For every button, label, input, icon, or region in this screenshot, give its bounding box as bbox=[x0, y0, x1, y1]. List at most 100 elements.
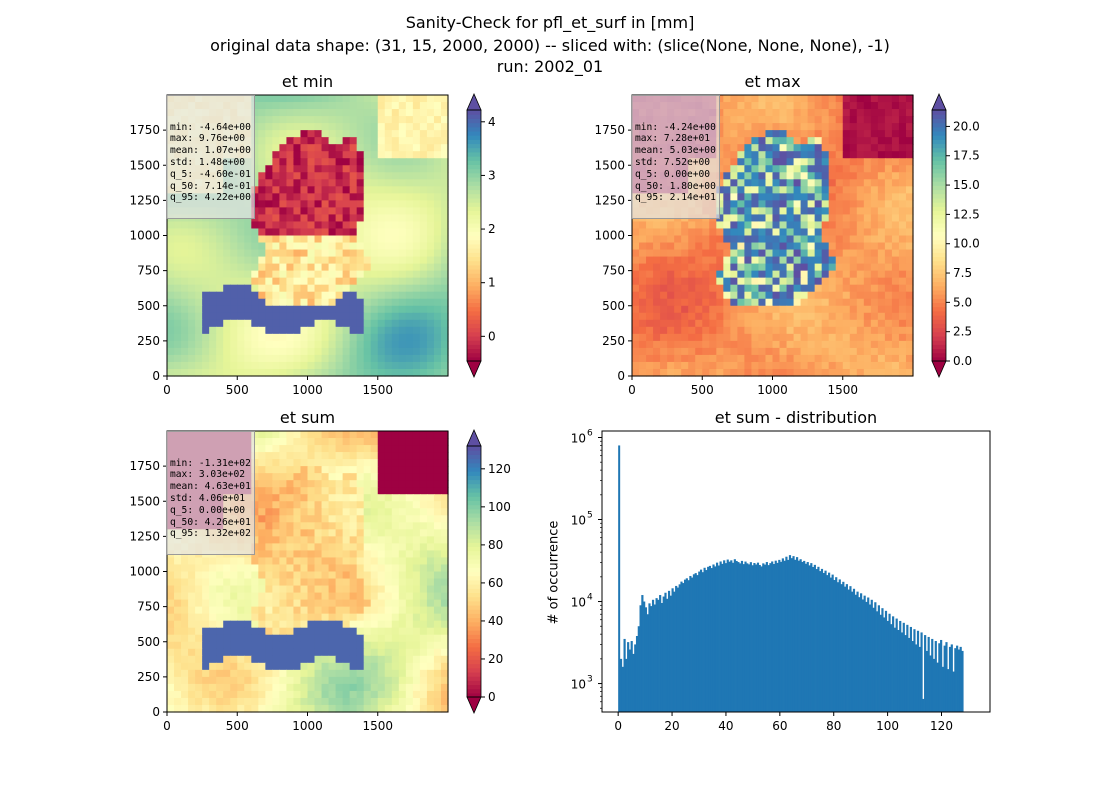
heatmap-cell bbox=[709, 368, 717, 377]
heatmap-cell bbox=[321, 606, 330, 615]
heatmap-cell bbox=[335, 123, 344, 131]
heatmap-cell bbox=[870, 179, 879, 187]
heatmap-cell bbox=[307, 284, 316, 293]
heatmap-cell bbox=[328, 578, 337, 587]
heatmap-cell bbox=[779, 207, 788, 216]
heatmap-cell bbox=[632, 270, 640, 279]
heatmap-cell bbox=[363, 459, 372, 467]
heatmap-cell bbox=[716, 312, 724, 321]
heatmap-cell bbox=[258, 172, 266, 180]
heatmap-cell bbox=[384, 312, 393, 321]
heatmap-cell bbox=[419, 522, 428, 530]
heatmap-cell bbox=[440, 613, 449, 622]
heatmap-cell bbox=[307, 648, 316, 657]
heatmap-cell bbox=[632, 354, 640, 363]
heatmap-cell bbox=[181, 557, 189, 566]
heatmap-cell bbox=[335, 214, 344, 223]
heatmap-cell bbox=[370, 571, 379, 580]
heatmap-cell bbox=[356, 214, 365, 223]
heatmap-cell bbox=[426, 634, 435, 643]
heatmap-cell bbox=[716, 326, 724, 335]
heatmap-cell bbox=[405, 284, 414, 293]
heatmap-cell bbox=[433, 249, 442, 258]
colorbar-step bbox=[932, 189, 946, 195]
heatmap-cell bbox=[307, 151, 316, 159]
heatmap-cell bbox=[405, 669, 414, 678]
heatmap-cell bbox=[405, 130, 414, 138]
colorbar-step bbox=[467, 218, 481, 224]
heatmap-cell bbox=[807, 340, 816, 349]
heatmap-cell bbox=[321, 291, 330, 300]
heatmap-cell bbox=[835, 214, 844, 223]
y-tick-label: 1000 bbox=[129, 229, 160, 243]
heatmap-cell bbox=[398, 368, 407, 377]
heatmap-cell bbox=[384, 207, 393, 216]
heatmap-cell bbox=[321, 235, 330, 244]
heatmap-cell bbox=[800, 137, 809, 145]
heatmap-cell bbox=[321, 179, 330, 187]
heatmap-cell bbox=[786, 354, 795, 363]
heatmap-cell bbox=[321, 221, 330, 230]
heatmap-cell bbox=[272, 613, 280, 622]
heatmap-cell bbox=[870, 158, 879, 166]
heatmap-cell bbox=[412, 102, 421, 110]
heatmap-cell bbox=[391, 172, 400, 180]
heatmap-cell bbox=[195, 368, 203, 377]
heatmap-cell bbox=[188, 557, 196, 566]
heatmap-cell bbox=[216, 613, 224, 622]
heatmap-cell bbox=[863, 151, 872, 159]
heatmap-cell bbox=[391, 102, 400, 110]
heatmap-cell bbox=[265, 585, 273, 594]
heatmap-cell bbox=[391, 655, 400, 664]
heatmap-cell bbox=[688, 221, 696, 230]
heatmap-cell bbox=[181, 361, 189, 370]
heatmap-cell bbox=[300, 165, 309, 173]
heatmap-cell bbox=[821, 333, 830, 342]
heatmap-cell bbox=[877, 193, 886, 201]
heatmap-cell bbox=[688, 319, 696, 328]
heatmap-cell bbox=[188, 571, 196, 580]
heatmap-cell bbox=[723, 340, 731, 349]
heatmap-cell bbox=[265, 137, 273, 145]
heatmap-cell bbox=[307, 571, 316, 580]
heatmap-cell bbox=[433, 690, 442, 699]
heatmap-cell bbox=[779, 270, 788, 279]
heatmap-cell bbox=[730, 137, 738, 145]
heatmap-cell bbox=[335, 312, 344, 321]
heatmap-cell bbox=[328, 116, 337, 124]
heatmap-cell bbox=[856, 130, 865, 138]
heatmap-cell bbox=[426, 648, 435, 657]
heatmap-cell bbox=[279, 263, 288, 272]
heatmap-cell bbox=[898, 305, 907, 314]
heatmap-cell bbox=[342, 347, 351, 356]
heatmap-cell bbox=[230, 669, 238, 678]
heatmap-cell bbox=[653, 319, 661, 328]
heatmap-cell bbox=[765, 179, 774, 187]
heatmap-cell bbox=[377, 256, 386, 265]
heatmap-cell bbox=[377, 676, 386, 685]
heatmap-cell bbox=[419, 627, 428, 636]
heatmap-cell bbox=[286, 494, 295, 502]
heatmap-cell bbox=[702, 361, 710, 370]
heatmap-cell bbox=[730, 116, 738, 124]
heatmap-cell bbox=[835, 137, 844, 145]
heatmap-cell bbox=[279, 536, 288, 544]
heatmap-cell bbox=[884, 368, 893, 377]
heatmap-cell bbox=[307, 221, 316, 230]
heatmap-cell bbox=[905, 242, 914, 251]
heatmap-cell bbox=[307, 529, 316, 537]
heatmap-cell bbox=[265, 613, 273, 622]
heatmap-cell bbox=[335, 256, 344, 265]
heatmap-cell bbox=[223, 585, 231, 594]
heatmap-cell bbox=[279, 123, 288, 131]
heatmap-cell bbox=[209, 270, 217, 279]
heatmap-cell bbox=[293, 228, 302, 237]
heatmap-cell bbox=[251, 235, 259, 244]
heatmap-cell bbox=[695, 256, 703, 265]
heatmap-cell bbox=[898, 102, 907, 110]
heatmap-cell bbox=[398, 116, 407, 124]
heatmap-cell bbox=[265, 361, 273, 370]
heatmap-cell bbox=[167, 690, 175, 699]
colorbar-step bbox=[932, 310, 946, 316]
